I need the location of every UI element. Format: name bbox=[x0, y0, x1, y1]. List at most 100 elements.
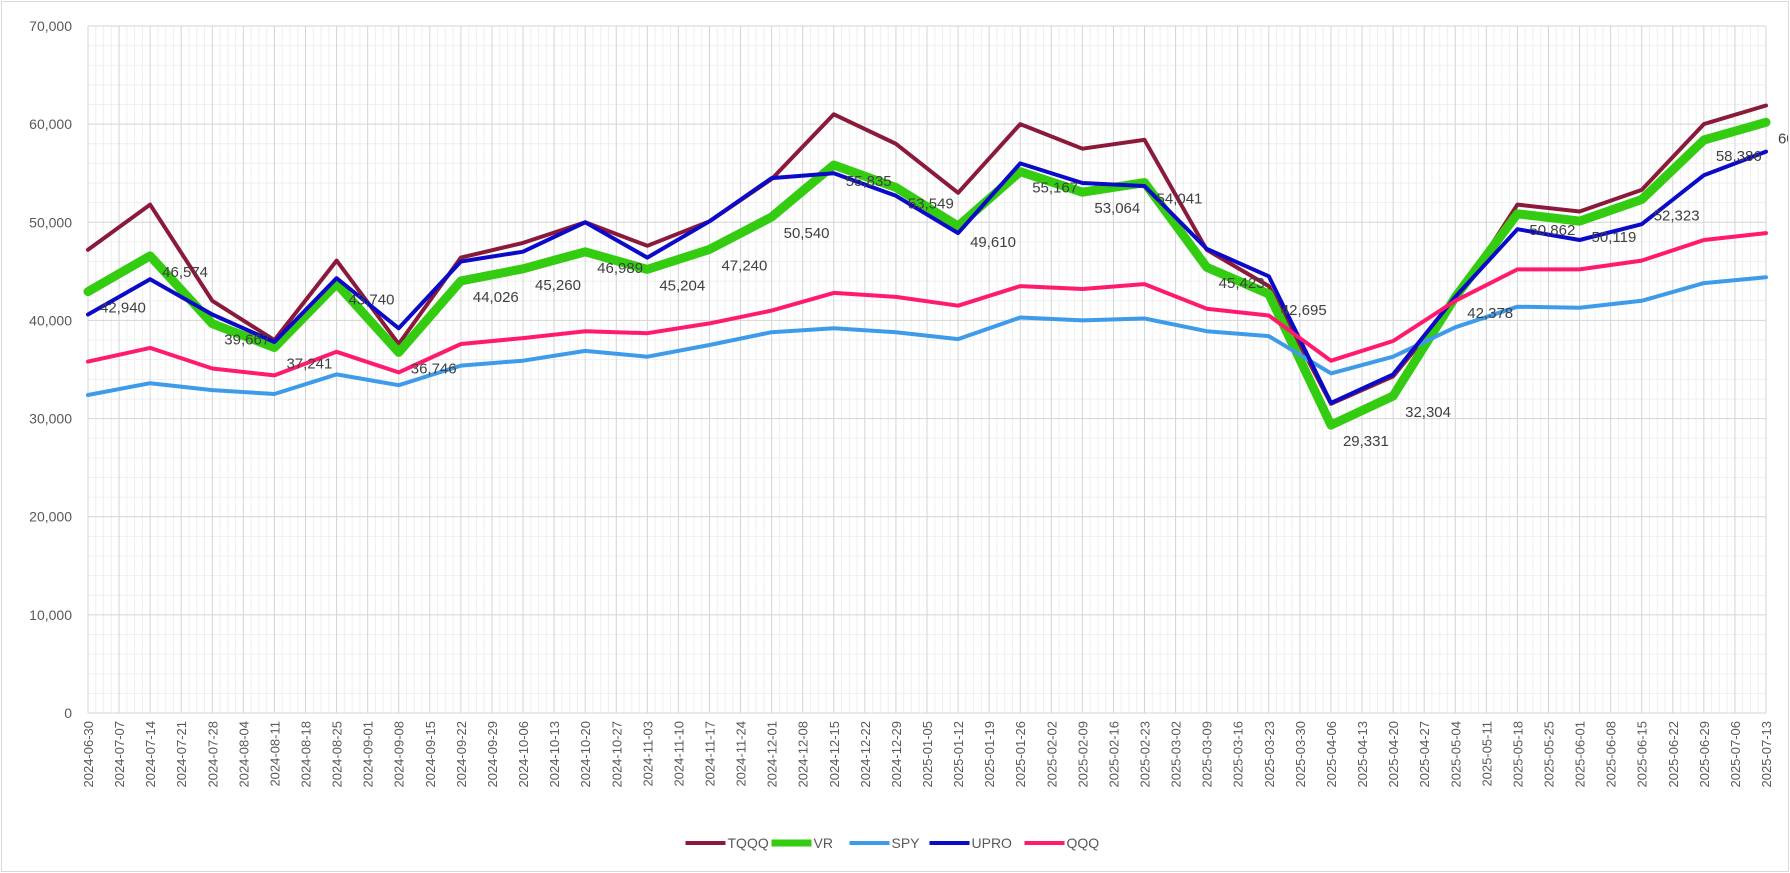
x-tick-label: 2025-03-09 bbox=[1200, 721, 1215, 788]
x-tick-label: 2025-02-16 bbox=[1106, 721, 1121, 788]
x-tick-label: 2024-10-06 bbox=[516, 721, 531, 788]
x-tick-label: 2024-09-15 bbox=[423, 721, 438, 788]
data-label: 32,304 bbox=[1405, 404, 1451, 421]
x-tick-label: 2025-01-19 bbox=[982, 721, 997, 788]
x-tick-label: 2024-10-13 bbox=[547, 721, 562, 788]
data-label: 50,119 bbox=[1592, 229, 1637, 246]
x-tick-label: 2025-03-23 bbox=[1262, 721, 1277, 788]
x-tick-label: 2024-11-17 bbox=[702, 721, 717, 787]
y-tick-label: 50,000 bbox=[29, 214, 72, 230]
x-tick-label: 2025-04-27 bbox=[1417, 721, 1432, 788]
data-label: 60,186 bbox=[1778, 130, 1788, 147]
x-tick-label: 2024-08-11 bbox=[267, 721, 282, 787]
x-tick-label: 2024-06-30 bbox=[81, 721, 96, 788]
x-tick-label: 2025-01-26 bbox=[1013, 721, 1028, 788]
data-label: 42,378 bbox=[1467, 305, 1513, 322]
x-tick-label: 2024-08-18 bbox=[299, 721, 314, 788]
x-tick-label: 2024-10-27 bbox=[609, 721, 624, 788]
data-label: 55,167 bbox=[1032, 180, 1078, 197]
y-tick-label: 10,000 bbox=[29, 607, 72, 623]
data-label: 47,240 bbox=[721, 257, 767, 274]
x-tick-label: 2024-11-10 bbox=[671, 721, 686, 787]
x-tick-label: 2024-10-20 bbox=[578, 721, 593, 788]
x-tick-label: 2024-12-29 bbox=[889, 721, 904, 788]
x-tick-label: 2025-03-30 bbox=[1293, 721, 1308, 788]
x-tick-label: 2024-09-22 bbox=[454, 721, 469, 788]
data-label: 43,740 bbox=[349, 292, 395, 309]
x-tick-label: 2025-06-15 bbox=[1635, 721, 1650, 788]
y-tick-label: 20,000 bbox=[29, 509, 72, 525]
legend: TQQQ VR SPY UPRO QQQ bbox=[685, 835, 1100, 851]
x-tick-label: 2025-04-13 bbox=[1355, 721, 1370, 788]
data-label: 53,064 bbox=[1094, 200, 1140, 217]
y-tick-label: 60,000 bbox=[29, 116, 72, 132]
data-label: 53,549 bbox=[908, 195, 954, 212]
data-label: 45,204 bbox=[659, 277, 705, 294]
data-label: 46,989 bbox=[597, 260, 643, 277]
x-tick-label: 2024-12-01 bbox=[765, 721, 780, 788]
legend-label-tqqq: TQQQ bbox=[728, 835, 769, 851]
data-label: 54,041 bbox=[1157, 191, 1203, 208]
legend-label-spy: SPY bbox=[892, 835, 921, 851]
data-label: 42,940 bbox=[100, 300, 146, 317]
x-tick-label: 2024-08-25 bbox=[330, 721, 345, 788]
legend-label-upro: UPRO bbox=[972, 835, 1013, 851]
x-tick-label: 2024-12-08 bbox=[796, 721, 811, 788]
series-line-qqq bbox=[86, 231, 1768, 378]
x-axis-tick-labels: 2024-06-30 2024-07-07 2024-07-14 2024-07-21… bbox=[81, 721, 1774, 788]
x-tick-label: 2025-02-23 bbox=[1138, 721, 1153, 788]
y-tick-label: 40,000 bbox=[29, 312, 72, 328]
x-tick-label: 2024-07-14 bbox=[143, 721, 158, 788]
major-gridlines bbox=[87, 25, 1767, 714]
x-tick-label: 2025-05-11 bbox=[1479, 721, 1494, 787]
legend-label-vr: VR bbox=[814, 835, 833, 851]
x-tick-label: 2025-05-18 bbox=[1510, 721, 1525, 788]
x-tick-label: 2024-12-22 bbox=[858, 721, 873, 788]
series-line-vr bbox=[83, 117, 1771, 430]
x-tick-label: 2024-07-28 bbox=[205, 721, 220, 788]
data-label: 45,423 bbox=[1219, 275, 1265, 292]
data-label: 55,835 bbox=[846, 173, 892, 190]
y-tick-label: 0 bbox=[64, 705, 72, 721]
data-label: 42,695 bbox=[1281, 302, 1327, 319]
x-tick-label: 2025-06-29 bbox=[1697, 721, 1712, 788]
series-lines bbox=[83, 103, 1771, 430]
y-axis-tick-labels: 0 10,000 20,000 30,000 40,000 50,000 60,000 70,… bbox=[29, 18, 72, 721]
x-tick-label: 2025-03-16 bbox=[1231, 721, 1246, 788]
y-tick-label: 70,000 bbox=[29, 18, 72, 34]
x-tick-label: 2024-07-07 bbox=[112, 721, 127, 788]
data-label: 52,323 bbox=[1654, 207, 1700, 224]
x-tick-label: 2024-09-01 bbox=[361, 721, 376, 788]
data-label: 29,331 bbox=[1343, 433, 1389, 450]
x-tick-label: 2025-05-04 bbox=[1448, 721, 1463, 788]
data-label: 37,241 bbox=[286, 356, 332, 373]
data-label: 36,746 bbox=[411, 360, 457, 377]
data-label: 50,862 bbox=[1529, 222, 1575, 239]
x-tick-label: 2025-04-06 bbox=[1324, 721, 1339, 788]
x-tick-label: 2025-02-02 bbox=[1044, 721, 1059, 788]
data-label: 44,026 bbox=[473, 289, 519, 306]
x-tick-label: 2025-03-02 bbox=[1169, 721, 1184, 788]
x-tick-label: 2024-12-15 bbox=[827, 721, 842, 788]
data-label: 39,667 bbox=[224, 332, 270, 349]
x-tick-label: 2024-11-03 bbox=[640, 721, 655, 787]
x-tick-label: 2024-09-29 bbox=[485, 721, 500, 788]
x-tick-label: 2025-01-12 bbox=[951, 721, 966, 788]
x-tick-label: 2024-09-08 bbox=[392, 721, 407, 788]
data-label: 58,386 bbox=[1716, 148, 1762, 165]
data-label: 46,574 bbox=[162, 264, 208, 281]
legend-label-qqq: QQQ bbox=[1067, 835, 1100, 851]
x-tick-label: 2024-11-24 bbox=[734, 721, 749, 787]
series-line-upro bbox=[86, 149, 1768, 405]
x-tick-label: 2025-06-08 bbox=[1604, 721, 1619, 788]
x-tick-label: 2025-07-13 bbox=[1759, 721, 1774, 788]
y-tick-label: 30,000 bbox=[29, 411, 72, 427]
x-tick-label: 2025-01-05 bbox=[920, 721, 935, 788]
series-line-spy bbox=[86, 275, 1768, 397]
data-labels: 42,940 46,574 39,667 37,241 43,740 36,746 44,0… bbox=[100, 130, 1788, 450]
x-tick-label: 2025-04-20 bbox=[1386, 721, 1401, 788]
x-tick-label: 2025-06-01 bbox=[1573, 721, 1588, 788]
x-tick-label: 2024-07-21 bbox=[174, 721, 189, 788]
